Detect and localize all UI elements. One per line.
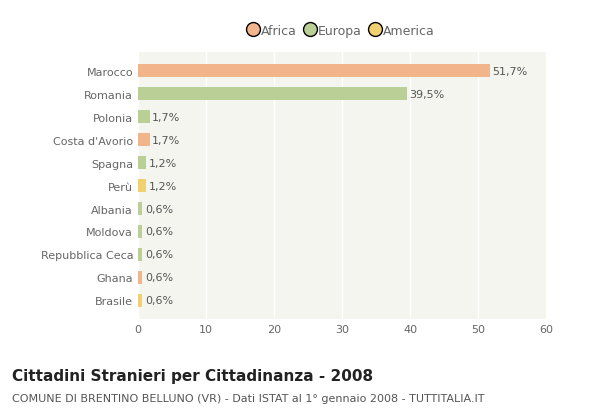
Bar (138, 157, 146, 169)
Text: 0,6%: 0,6% (145, 273, 173, 283)
Bar (138, 294, 142, 307)
Legend: Africa, Europa, America: Africa, Europa, America (244, 20, 440, 43)
Bar (138, 65, 490, 78)
Bar (138, 111, 149, 124)
Bar (138, 226, 142, 238)
Text: COMUNE DI BRENTINO BELLUNO (VR) - Dati ISTAT al 1° gennaio 2008 - TUTTITALIA.IT: COMUNE DI BRENTINO BELLUNO (VR) - Dati I… (12, 393, 485, 402)
Bar (138, 88, 407, 101)
Text: 39,5%: 39,5% (409, 90, 445, 99)
Text: 1,7%: 1,7% (152, 112, 181, 122)
Bar (138, 249, 142, 261)
Bar (138, 134, 149, 146)
Text: 1,2%: 1,2% (149, 158, 177, 168)
Text: 51,7%: 51,7% (492, 67, 527, 76)
Text: 0,6%: 0,6% (145, 204, 173, 214)
Text: Cittadini Stranieri per Cittadinanza - 2008: Cittadini Stranieri per Cittadinanza - 2… (12, 368, 373, 383)
Text: 0,6%: 0,6% (145, 250, 173, 260)
Text: 0,6%: 0,6% (145, 227, 173, 237)
Bar (138, 203, 142, 215)
Bar (138, 272, 142, 284)
Bar (138, 180, 146, 192)
Text: 1,7%: 1,7% (152, 135, 181, 145)
Text: 1,2%: 1,2% (149, 181, 177, 191)
Text: 0,6%: 0,6% (145, 296, 173, 306)
